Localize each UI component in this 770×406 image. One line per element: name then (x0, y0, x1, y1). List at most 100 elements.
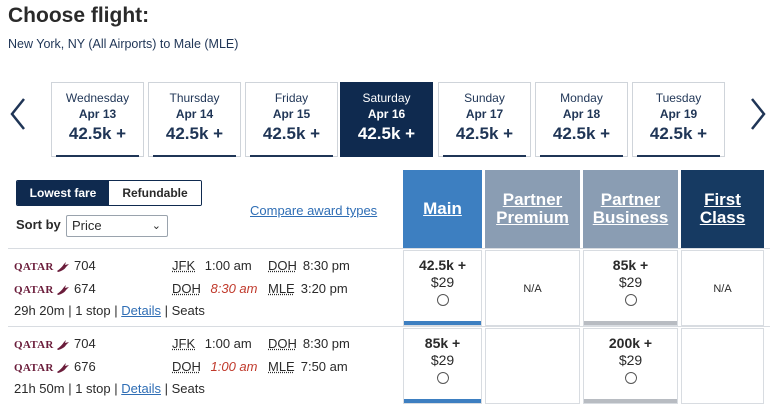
fare-cell[interactable]: 42.5k + $29 (403, 250, 482, 326)
separator: | (160, 381, 172, 396)
airline-logo: QATAR (14, 361, 70, 375)
fare-taxes: $29 (618, 352, 643, 368)
cabin-header-line1: Main (423, 199, 462, 219)
date-card-points: 42.5k + (357, 124, 416, 143)
departure-airport[interactable]: JFK (172, 258, 196, 273)
fare-cell[interactable]: 85k + $29 (403, 328, 482, 404)
cabin-header-line1: Partner (502, 190, 563, 210)
oryx-icon (56, 262, 69, 272)
arrival-airport[interactable]: MLE (268, 281, 295, 296)
date-card-weekday: Monday (560, 91, 603, 105)
fare-points: 85k + (424, 335, 461, 351)
prev-dates-arrow-icon[interactable] (8, 96, 28, 132)
next-dates-arrow-icon[interactable] (748, 96, 768, 132)
segment-arrival: MLE 3:20 pm (268, 281, 348, 296)
date-card-date: Apr 18 (562, 107, 601, 121)
arrival-time: 3:20 pm (300, 281, 348, 296)
fare-cell (681, 328, 764, 404)
fare-taxes: $29 (430, 274, 455, 290)
fare-radio[interactable] (436, 372, 449, 384)
fare-cell[interactable]: 85k + $29 (583, 250, 678, 326)
airline-logo: QATAR (14, 260, 70, 274)
separator: | (64, 381, 76, 396)
date-card[interactable]: Saturday Apr 16 42.5k + (340, 82, 433, 157)
seats-link[interactable]: Seats (171, 303, 205, 318)
arrival-airport[interactable]: DOH (268, 336, 297, 351)
date-card[interactable]: Thursday Apr 14 42.5k + (148, 82, 241, 157)
airline-logo-text: QATAR (14, 284, 54, 296)
arrival-time: 8:30 pm (302, 336, 350, 351)
fare-unavailable: N/A (523, 283, 542, 295)
row-divider (8, 248, 770, 249)
date-card-date: Apr 16 (367, 107, 406, 121)
date-card-points: 42.5k + (68, 124, 127, 143)
cabin-header[interactable]: First Class (681, 170, 764, 248)
fare-taxes: $29 (618, 274, 643, 290)
departure-time: 1:00 am (210, 359, 258, 374)
oryx-icon (56, 340, 69, 350)
details-link[interactable]: Details (121, 303, 161, 318)
fare-cell: N/A (485, 250, 580, 326)
segment-departure: DOH 8:30 am (172, 281, 258, 296)
fare-indicator-bar (584, 399, 677, 403)
departure-time: 8:30 am (210, 281, 258, 296)
date-card-date: Apr 14 (175, 107, 214, 121)
date-card[interactable]: Friday Apr 15 42.5k + (245, 82, 338, 157)
segment-arrival: MLE 7:50 am (268, 359, 348, 374)
flight-number: 674 (74, 281, 96, 296)
cabin-header-line1: Partner (600, 190, 661, 210)
arrival-airport[interactable]: MLE (268, 359, 295, 374)
fare-indicator-bar (584, 321, 677, 325)
fare-radio[interactable] (436, 294, 449, 306)
fare-radio[interactable] (624, 372, 637, 384)
segment-departure: JFK 1:00 am (172, 258, 252, 273)
fare-cell (485, 328, 580, 404)
flight-number: 704 (74, 258, 96, 273)
flight-number: 704 (74, 336, 96, 351)
seats-link[interactable]: Seats (171, 381, 205, 396)
cabin-header-line2: Premium (496, 208, 569, 227)
date-card-weekday: Sunday (464, 91, 505, 105)
route-subtitle: New York, NY (All Airports) to Male (MLE… (8, 37, 239, 51)
oryx-icon (56, 285, 69, 295)
flight-duration: 29h 20m (14, 303, 65, 318)
airline-logo: QATAR (14, 283, 70, 297)
sort-label: Sort by (16, 217, 61, 232)
departure-airport[interactable]: DOH (172, 359, 201, 374)
details-link[interactable]: Details (121, 381, 161, 396)
airline-logo: QATAR (14, 338, 70, 352)
departure-airport[interactable]: DOH (172, 281, 201, 296)
date-card-weekday: Friday (274, 91, 309, 105)
cabin-header[interactable]: Partner Business (583, 170, 678, 248)
segment-arrival: DOH 8:30 pm (268, 336, 350, 351)
flight-summary: 21h 50m | 1 stop | Details | Seats (14, 381, 205, 396)
fare-taxes: $29 (430, 352, 455, 368)
cabin-header[interactable]: Main (403, 170, 482, 248)
cabin-header[interactable]: Partner Premium (485, 170, 580, 248)
refundable-tab[interactable]: Refundable (109, 181, 201, 205)
fare-points: 200k + (608, 335, 653, 351)
departure-airport[interactable]: JFK (172, 336, 196, 351)
arrival-airport[interactable]: DOH (268, 258, 297, 273)
date-card-date: Apr 15 (272, 107, 311, 121)
date-card[interactable]: Wednesday Apr 13 42.5k + (51, 82, 144, 157)
separator: | (64, 303, 76, 318)
date-card[interactable]: Monday Apr 18 42.5k + (535, 82, 628, 157)
segment-departure: JFK 1:00 am (172, 336, 252, 351)
airline-logo-text: QATAR (14, 362, 54, 374)
cabin-header-line1: First (704, 190, 741, 210)
flight-number: 676 (74, 359, 96, 374)
lowest-fare-tab[interactable]: Lowest fare (17, 181, 109, 205)
date-card-points: 42.5k + (262, 124, 321, 143)
segment-departure: DOH 1:00 am (172, 359, 258, 374)
date-card-weekday: Tuesday (655, 91, 702, 105)
date-card[interactable]: Sunday Apr 17 42.5k + (438, 82, 531, 157)
departure-time: 1:00 am (204, 258, 252, 273)
compare-award-types-link[interactable]: Compare award types (250, 203, 378, 218)
fare-cell[interactable]: 200k + $29 (583, 328, 678, 404)
separator: | (110, 303, 122, 318)
date-card-points: 42.5k + (165, 124, 224, 143)
sort-select[interactable]: Price ⌄ (66, 215, 168, 237)
fare-radio[interactable] (624, 294, 637, 306)
date-card[interactable]: Tuesday Apr 19 42.5k + (632, 82, 725, 157)
